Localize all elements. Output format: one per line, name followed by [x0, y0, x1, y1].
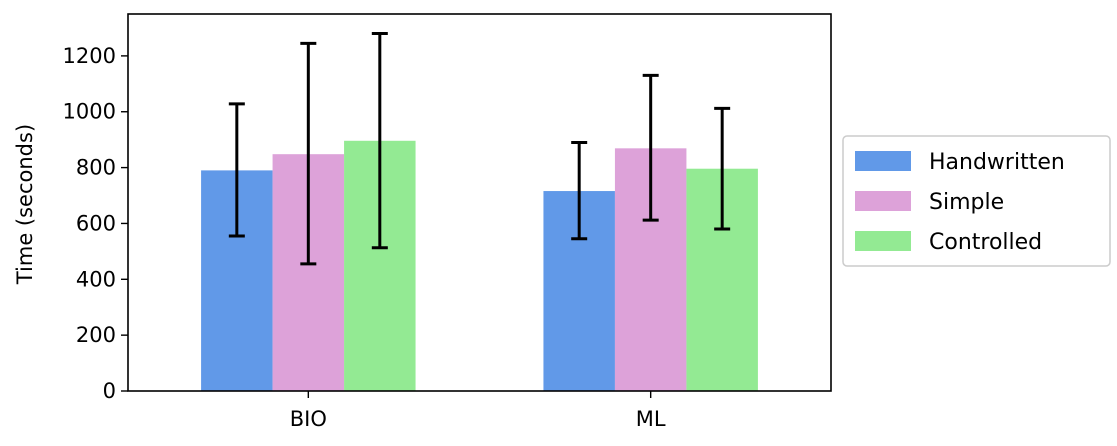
y-tick-label: 1000: [63, 100, 116, 124]
y-tick-label: 800: [76, 156, 116, 180]
x-tick-label: BIO: [290, 407, 327, 431]
y-tick-label: 400: [76, 267, 116, 291]
y-tick-label: 200: [76, 323, 116, 347]
legend-swatch: [855, 151, 911, 171]
legend-label: Handwritten: [929, 150, 1065, 175]
error-bars: [228, 32, 731, 266]
legend-label: Simple: [929, 190, 1004, 215]
y-tick-label: 600: [76, 211, 116, 235]
legend: Handwritten Simple Controlled: [842, 135, 1111, 267]
y-axis-label: Time (seconds): [13, 124, 37, 285]
plot-frame: [127, 13, 832, 392]
y-axis-ticks: 0 200 400 600 800 1000 1200: [63, 44, 128, 403]
y-tick-label: 0: [103, 379, 116, 403]
bars: [201, 140, 758, 391]
x-tick-label: ML: [636, 407, 666, 431]
y-tick-label: 1200: [63, 44, 116, 68]
x-axis-ticks: BIO ML: [290, 391, 666, 431]
legend-label: Controlled: [929, 230, 1042, 255]
legend-swatch: [855, 231, 911, 251]
legend-swatch: [855, 191, 911, 211]
